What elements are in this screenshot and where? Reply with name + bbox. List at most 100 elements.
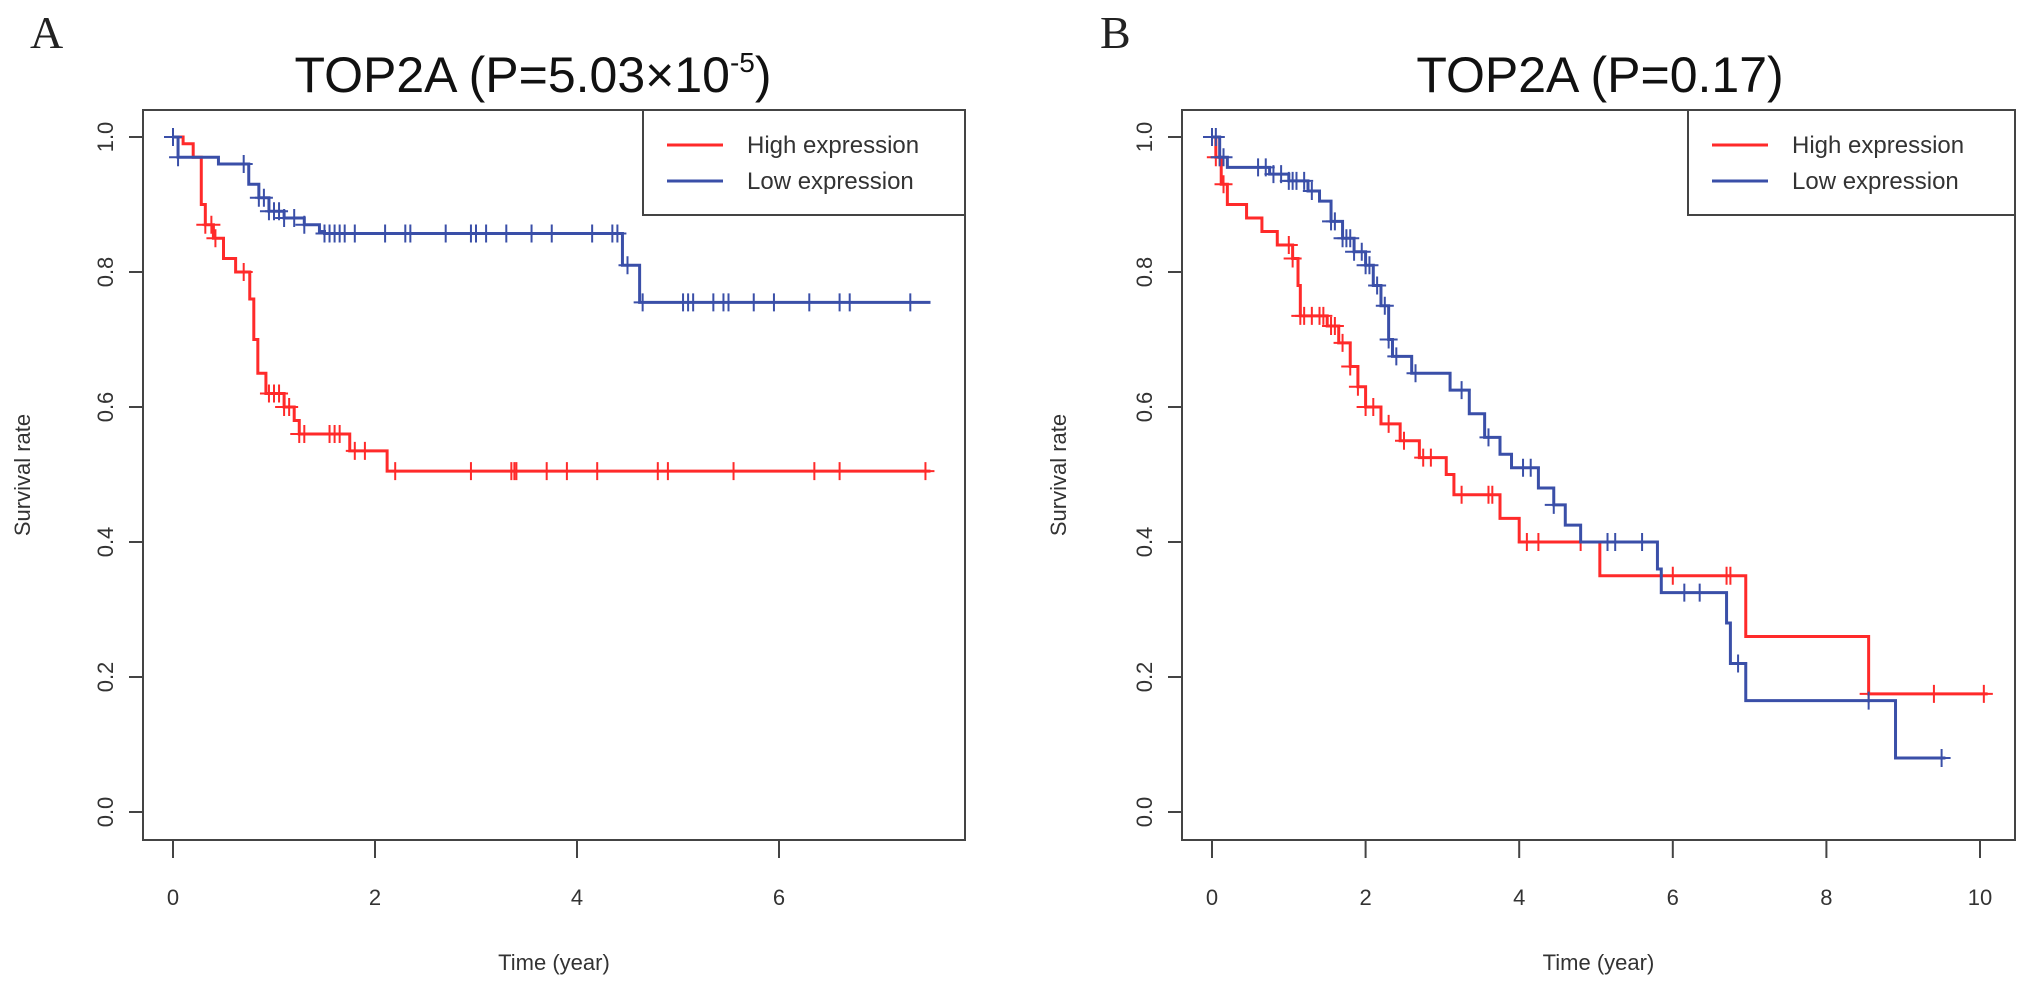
series-high-expression [173, 135, 935, 481]
censor-mark [1452, 485, 1471, 504]
censor-mark [608, 224, 627, 243]
censor-mark [583, 224, 602, 243]
censor-mark [1663, 566, 1682, 585]
censor-mark [295, 425, 314, 443]
censor-mark [1325, 212, 1344, 231]
censor-mark [633, 293, 652, 312]
censor-mark [497, 224, 516, 243]
censor-mark [202, 215, 221, 234]
censor-mark [355, 441, 374, 460]
censor-mark [1675, 583, 1694, 602]
legend-box [1687, 109, 2016, 216]
title-superscript: -5 [730, 47, 755, 78]
censor-mark [345, 224, 364, 243]
series-low-expression [1203, 128, 1951, 767]
title-main: TOP2A (P=0.17) [1416, 47, 1783, 103]
x-tick-label: 10 [1968, 885, 1992, 910]
censor-mark [1295, 171, 1314, 190]
panel-letter: A [30, 7, 63, 58]
y-tick-label: 1.0 [1132, 122, 1157, 153]
censor-mark [1283, 249, 1302, 268]
censor-mark [744, 293, 763, 312]
censor-mark [1406, 364, 1425, 383]
y-tick-label: 0.4 [93, 527, 118, 558]
censor-mark [1206, 128, 1225, 146]
censor-mark [1932, 749, 1951, 767]
censor-mark [1924, 684, 1943, 703]
censor-mark [285, 209, 304, 227]
censor-mark [1859, 691, 1878, 710]
x-tick-label: 4 [1513, 885, 1525, 910]
censor-mark [1368, 276, 1387, 295]
x-tick-label: 8 [1820, 885, 1832, 910]
censor-mark [618, 256, 637, 275]
censor-mark [1214, 148, 1233, 167]
title-close: ) [755, 47, 772, 103]
censor-mark [280, 398, 299, 416]
x-tick-label: 2 [369, 885, 381, 910]
x-tick-label: 6 [773, 885, 785, 910]
y-tick-label: 1.0 [93, 122, 118, 153]
censor-mark [916, 462, 935, 481]
legend-label: High expression [1792, 132, 1964, 159]
legend: High expression Low expression [642, 109, 966, 216]
censor-mark [1452, 381, 1471, 400]
censor-mark [164, 128, 182, 146]
censor-mark [1375, 296, 1394, 315]
series-low-expression [164, 128, 931, 312]
panel-a: A TOP2A (P=5.03×10-5) 0.0 0.2 0.4 0.6 0.8 1.0 0 2… [10, 7, 966, 975]
censor-mark [1325, 317, 1344, 335]
censor-mark [330, 425, 349, 443]
censor-mark [1721, 566, 1740, 585]
censor-mark [537, 462, 556, 481]
censor-mark [1483, 485, 1502, 504]
x-axis-label: Time (year) [1543, 950, 1655, 975]
censor-mark [376, 224, 395, 243]
censor-mark [254, 188, 273, 207]
censor-mark [461, 462, 480, 481]
plot-frame [142, 109, 966, 841]
censor-mark [830, 462, 849, 481]
censor-mark [1314, 306, 1333, 325]
censor-mark [206, 229, 225, 248]
censor-mark [901, 293, 920, 312]
survival-curve [1212, 135, 1946, 760]
censor-mark [401, 224, 420, 243]
y-tick-label: 0.2 [93, 662, 118, 693]
plot-frame [1181, 109, 2016, 841]
censor-mark [1341, 229, 1360, 248]
censor-mark [1341, 357, 1360, 376]
censor-mark [270, 384, 289, 403]
legend-label: High expression [747, 132, 919, 159]
censor-mark [1333, 333, 1352, 352]
y-tick-label: 0.8 [1132, 257, 1157, 288]
censor-mark [557, 462, 576, 481]
y-tick-label: 0.6 [93, 392, 118, 423]
censor-mark [800, 293, 819, 312]
censor-mark [507, 462, 526, 481]
legend-box [642, 109, 966, 216]
x-axis-label: Time (year) [498, 950, 610, 975]
censor-mark [658, 462, 677, 481]
legend-label: Low expression [1792, 168, 1959, 195]
censor-mark [436, 224, 455, 243]
censor-mark [522, 224, 541, 243]
censor-mark [1529, 533, 1548, 551]
censor-mark [1421, 448, 1440, 467]
censor-mark [1348, 377, 1367, 396]
censor-mark [1690, 583, 1709, 602]
censor-mark [1352, 242, 1371, 261]
y-tick-label: 0.0 [1132, 797, 1157, 828]
censor-mark [719, 293, 738, 312]
censor-mark [1544, 495, 1563, 514]
censor-mark [805, 462, 824, 481]
censor-mark [1387, 347, 1406, 366]
chart-title: TOP2A (P=0.17) [1416, 47, 1783, 103]
censor-mark [1633, 533, 1652, 551]
y-axis-label: Survival rate [10, 414, 35, 536]
chart-title: TOP2A (P=5.03×10-5) [294, 47, 771, 103]
y-tick-label: 0.0 [93, 797, 118, 828]
censor-mark [295, 215, 314, 234]
censor-mark [724, 462, 743, 481]
censor-mark [840, 293, 859, 312]
